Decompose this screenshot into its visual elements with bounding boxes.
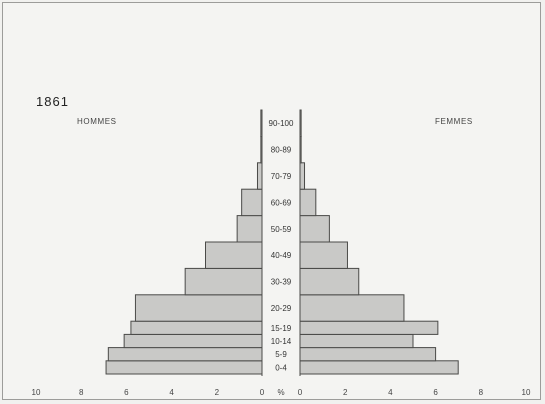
age-label-70-79: 70-79 (271, 172, 292, 181)
x-tick-label-0: 10 (32, 388, 41, 397)
x-tick-label-4: 2 (215, 388, 220, 397)
x-tick-label-9: 6 (433, 388, 438, 397)
bar-femmes-30-39 (299, 267, 360, 296)
bar-femmes-20-29 (299, 294, 405, 322)
bar-hommes-5-9 (107, 347, 263, 362)
bar-femmes-50-59 (299, 215, 330, 243)
chart-frame (2, 2, 541, 400)
x-tick-label-5: 0 (260, 388, 265, 397)
x-tick-label-11: 10 (522, 388, 531, 397)
bar-hommes-50-59 (236, 215, 263, 243)
bar-hommes-15-19 (130, 320, 263, 335)
bar-hommes-60-69 (241, 188, 263, 217)
age-label-40-49: 40-49 (271, 251, 292, 260)
x-tick-label-6: 0 (298, 388, 303, 397)
x-tick-label-1: 8 (79, 388, 84, 397)
age-label-20-29: 20-29 (271, 304, 292, 313)
x-tick-label-2: 6 (124, 388, 129, 397)
bar-femmes-10-14 (299, 333, 414, 349)
bar-femmes-0-4 (299, 360, 459, 375)
age-label-5-9: 5-9 (275, 350, 287, 359)
x-tick-label-7: 2 (343, 388, 348, 397)
bar-femmes-70-79 (299, 162, 306, 190)
bar-hommes-70-79 (256, 162, 263, 190)
chart-title: 1861 (36, 94, 69, 109)
age-label-60-69: 60-69 (271, 198, 292, 207)
bar-hommes-30-39 (184, 267, 263, 296)
x-tick-label-10: 8 (479, 388, 484, 397)
age-label-30-39: 30-39 (271, 278, 292, 287)
bar-femmes-40-49 (299, 241, 348, 269)
left-series-label: HOMMES (77, 117, 117, 126)
bar-hommes-20-29 (134, 294, 263, 322)
bar-femmes-60-69 (299, 188, 317, 217)
x-tick-label-8: 4 (388, 388, 393, 397)
bar-hommes-0-4 (105, 360, 263, 375)
age-label-80-89: 80-89 (271, 146, 292, 155)
x-tick-label-3: 4 (169, 388, 174, 397)
bar-hommes-10-14 (123, 333, 263, 349)
bar-hommes-40-49 (205, 241, 263, 269)
age-label-90-100: 90-100 (269, 119, 294, 128)
age-label-50-59: 50-59 (271, 225, 292, 234)
age-label-0-4: 0-4 (275, 363, 287, 372)
bar-femmes-15-19 (299, 320, 439, 335)
unit-label: % (277, 388, 284, 397)
right-series-label: FEMMES (435, 117, 473, 126)
bar-femmes-5-9 (299, 347, 437, 362)
age-label-15-19: 15-19 (271, 324, 292, 333)
age-label-10-14: 10-14 (271, 337, 292, 346)
